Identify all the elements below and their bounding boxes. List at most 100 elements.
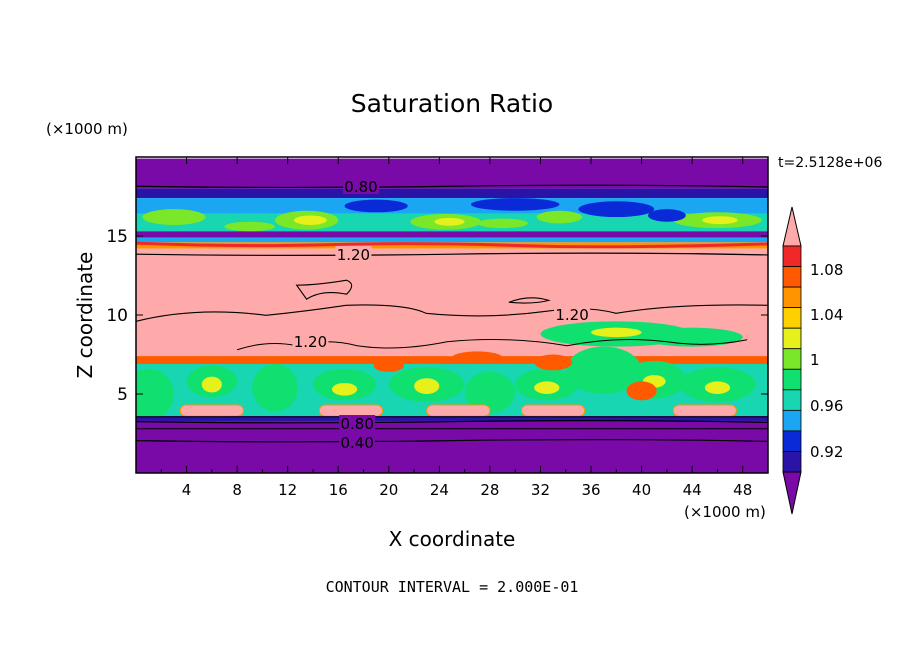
- colorbar-segment-8: [782, 389, 802, 411]
- x-tick-label-1: 8: [232, 481, 242, 499]
- field-band-10: [136, 416, 768, 473]
- lower-moist-blob-7: [565, 346, 642, 394]
- lower-yellow-blob-6: [591, 327, 642, 338]
- contour-label-bg-4: [339, 415, 376, 432]
- colorbar-segment-4: [782, 307, 802, 329]
- upper-moist-blob-6: [477, 218, 528, 229]
- colorbar-segment-3: [782, 286, 802, 309]
- lower-yellow-blob-3: [534, 381, 560, 394]
- contour-line-3: [136, 438, 768, 443]
- colorbar-segment-5: [782, 327, 802, 350]
- x-tick-label-8: 36: [581, 481, 600, 499]
- upper-red-wave: [136, 241, 768, 249]
- x-tick-label-11: 48: [733, 481, 752, 499]
- upper-moist-blob-3: [536, 210, 583, 224]
- colorbar-segment-1: [782, 245, 802, 267]
- contour-line-120-mid: [136, 304, 768, 322]
- field-band-4: [136, 231, 768, 238]
- bottom-navy-band: [136, 416, 768, 421]
- chart-title: Saturation Ratio: [351, 89, 553, 118]
- upper-dry-blob-2: [344, 199, 408, 213]
- colorbar-label-2: 1: [810, 351, 820, 369]
- upper-yellow-blob-0: [294, 215, 327, 225]
- upper-dry-blob-3: [647, 209, 686, 222]
- contour-label-0: 0.80: [344, 178, 377, 196]
- plot-area: [136, 158, 768, 473]
- x-tick-label-7: 32: [531, 481, 550, 499]
- colorbar-bottom-arrow: [782, 471, 802, 515]
- contour-label-bg-5: [339, 433, 376, 450]
- x-tick-label-4: 20: [379, 481, 398, 499]
- contour-overlay: 0.801.201.201.200.800.40: [136, 178, 768, 452]
- y-axis: 5 10 15: [106, 227, 768, 405]
- x-axis: 4 8 12 16 20 24 28 32 36 40 44 48: [160, 157, 752, 499]
- pink-pad-0: [179, 404, 244, 417]
- pink-pad-2: [426, 404, 491, 417]
- contour-label-4: 0.80: [340, 415, 373, 433]
- upper-moist-blob-0: [142, 209, 206, 225]
- x-units-label: (×1000 m): [684, 503, 766, 521]
- upper-dry-blob-1: [578, 201, 655, 218]
- field-band-8: [136, 356, 768, 364]
- contour-line-0: [136, 184, 768, 189]
- time-label: t=2.5128e+06: [778, 155, 882, 171]
- contour-label-2: 1.20: [555, 306, 588, 324]
- closed-contour-a: [295, 279, 353, 300]
- lower-moist-blob-2: [252, 363, 298, 412]
- contour-interval-footer: CONTOUR INTERVAL = 2.000E-01: [326, 578, 579, 596]
- contour-label-1: 1.20: [337, 246, 370, 264]
- x-tick-label-3: 16: [329, 481, 348, 499]
- x-tick-label-10: 44: [683, 481, 702, 499]
- x-tick-label-6: 28: [480, 481, 499, 499]
- field-band-5: [136, 237, 768, 243]
- lower-red-blob-3: [373, 359, 404, 372]
- pink-pad-3: [521, 404, 586, 417]
- colorbar-segment-6: [782, 348, 802, 370]
- colorbar-label-0: 1.08: [810, 261, 843, 279]
- field-band-0: [136, 158, 768, 189]
- x-axis-label: X coordinate: [389, 527, 516, 551]
- colorbar-segment-11: [782, 451, 802, 473]
- colorbar: 1.08 1.04 1 0.96 0.92: [782, 206, 843, 515]
- contour-label-3: 1.20: [294, 333, 327, 351]
- contour-label-bg-0: [342, 178, 379, 195]
- lower-red-blob-2: [626, 381, 657, 401]
- y-units-label: (×1000 m): [46, 120, 128, 138]
- closed-contour-b: [508, 297, 551, 304]
- upper-dry-blob-0: [470, 198, 560, 211]
- lower-yellow-blob-2: [414, 378, 440, 394]
- contour-label-bg-3: [292, 332, 329, 349]
- lower-red-blob-1: [534, 354, 573, 371]
- y-tick-label-0: 5: [117, 385, 128, 405]
- lower-yellow-blob-5: [704, 381, 731, 394]
- colorbar-label-1: 1.04: [810, 306, 843, 324]
- x-tick-label-5: 24: [430, 481, 449, 499]
- colorbar-top-arrow: [782, 206, 802, 247]
- colorbar-label-4: 0.92: [810, 443, 843, 461]
- x-tick-label-9: 40: [632, 481, 651, 499]
- upper-moist-blob-5: [224, 221, 276, 232]
- contour-label-bg-2: [554, 306, 591, 322]
- x-tick-label-0: 4: [182, 481, 192, 499]
- lower-red-blob-0: [452, 351, 503, 364]
- colorbar-segment-2: [782, 266, 802, 288]
- lower-moist-blob-5: [464, 371, 516, 413]
- colorbar-segment-9: [782, 409, 802, 432]
- y-tick-label-1: 10: [106, 306, 128, 326]
- y-axis-label: Z coordinate: [73, 252, 97, 379]
- contour-line-1: [136, 252, 768, 256]
- contour-label-5: 0.40: [340, 434, 373, 452]
- upper-yellow-blob-2: [702, 216, 738, 225]
- colorbar-segment-7: [782, 368, 802, 391]
- colorbar-label-3: 0.96: [810, 397, 843, 415]
- lower-yellow-blob-1: [331, 382, 358, 396]
- y-tick-label-2: 15: [106, 227, 128, 247]
- lower-moist-blob-0: [136, 368, 174, 420]
- x-tick-label-2: 12: [278, 481, 297, 499]
- contour-line-2: [136, 420, 768, 424]
- colorbar-segment-10: [782, 430, 802, 452]
- contour-label-bg-1: [335, 245, 372, 262]
- lower-yellow-blob-0: [201, 376, 222, 393]
- field-band-1: [136, 188, 768, 199]
